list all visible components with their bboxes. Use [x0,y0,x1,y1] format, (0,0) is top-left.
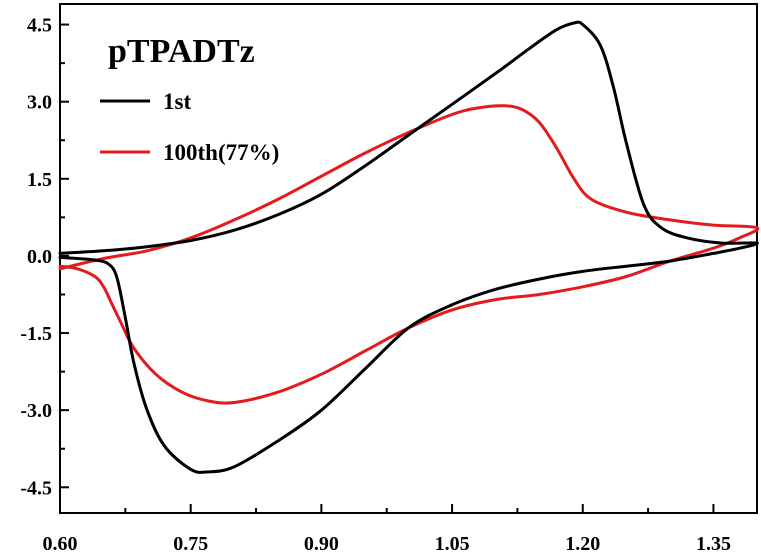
y-tick-label: -3.0 [20,400,52,422]
y-tick-label: 4.5 [27,15,52,37]
plot-frame [59,3,758,514]
series-line-1st [58,20,759,474]
legend-label-1st: 1st [163,89,191,114]
chart-title: pTPADTz [108,33,255,70]
x-tick-label: 1.35 [696,533,731,555]
legend: 1st 100th(77%) [100,89,279,165]
x-tick-label: 0.75 [173,533,208,555]
tick-labels: 0.60 0.75 0.90 1.05 1.20 1.35 4.5 3.0 1.5 0.0 -1.5… [20,15,731,555]
x-tick-label: 1.20 [565,533,600,555]
x-tick-label: 0.60 [43,533,78,555]
y-tick-label: 1.5 [27,169,52,191]
x-tick-label: 0.90 [304,533,339,555]
y-tick-label: -1.5 [20,323,52,345]
y-tick-label: -4.5 [20,477,52,499]
y-tick-label: 3.0 [27,92,52,114]
y-tick-label: 0.0 [27,246,52,268]
axis-ticks [59,23,715,513]
series-layer [58,20,760,474]
legend-label-100th: 100th(77%) [163,140,279,165]
x-tick-label: 1.05 [435,533,470,555]
